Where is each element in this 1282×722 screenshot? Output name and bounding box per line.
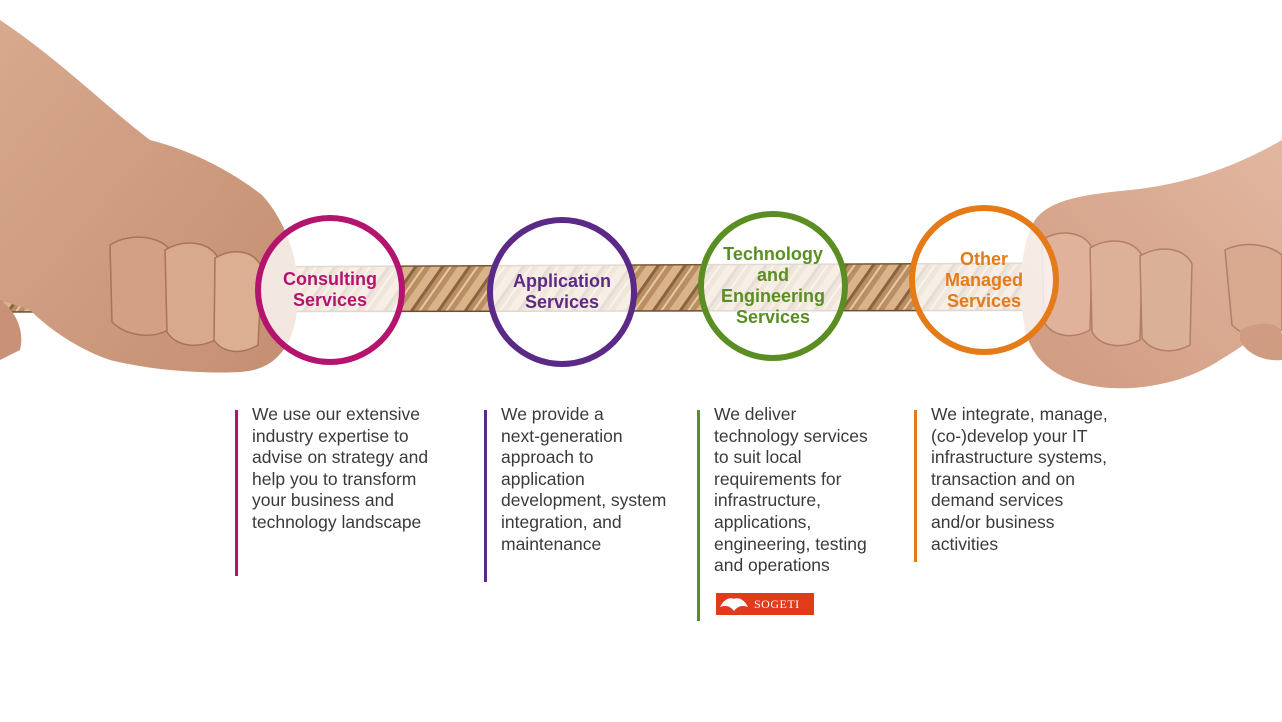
technology-engineering-services-circle: Technology and Engineering Services: [698, 211, 848, 361]
other-managed-services-circle: Other Managed Services: [909, 205, 1059, 355]
sogeti-logo-text: SOGETI: [754, 597, 800, 611]
application-services-circle: Application Services: [487, 217, 637, 367]
sogeti-logo: SOGETI: [716, 593, 814, 615]
application-services-title: Application Services: [513, 271, 611, 312]
consulting-services-circle: Consulting Services: [255, 215, 405, 365]
technology-engineering-services-description: We deliver technology services to suit l…: [714, 404, 868, 576]
application-services-description-block: We provide a next-generation approach to…: [484, 404, 689, 582]
technology-engineering-services-description-block: We deliver technology services to suit l…: [697, 404, 907, 621]
other-managed-services-description-block: We integrate, manage, (co-)develop your …: [914, 404, 1144, 562]
other-managed-services-description: We integrate, manage, (co-)develop your …: [931, 404, 1108, 554]
spade-card-logo-icon: [716, 593, 814, 615]
other-managed-services-title: Other Managed Services: [944, 248, 1023, 311]
technology-engineering-services-title: Technology and Engineering Services: [720, 244, 825, 327]
consulting-services-description-block: We use our extensive industry expertise …: [235, 404, 465, 576]
application-services-description: We provide a next-generation approach to…: [501, 404, 667, 554]
consulting-services-description: We use our extensive industry expertise …: [252, 404, 429, 532]
consulting-services-title: Consulting Services: [283, 269, 377, 310]
